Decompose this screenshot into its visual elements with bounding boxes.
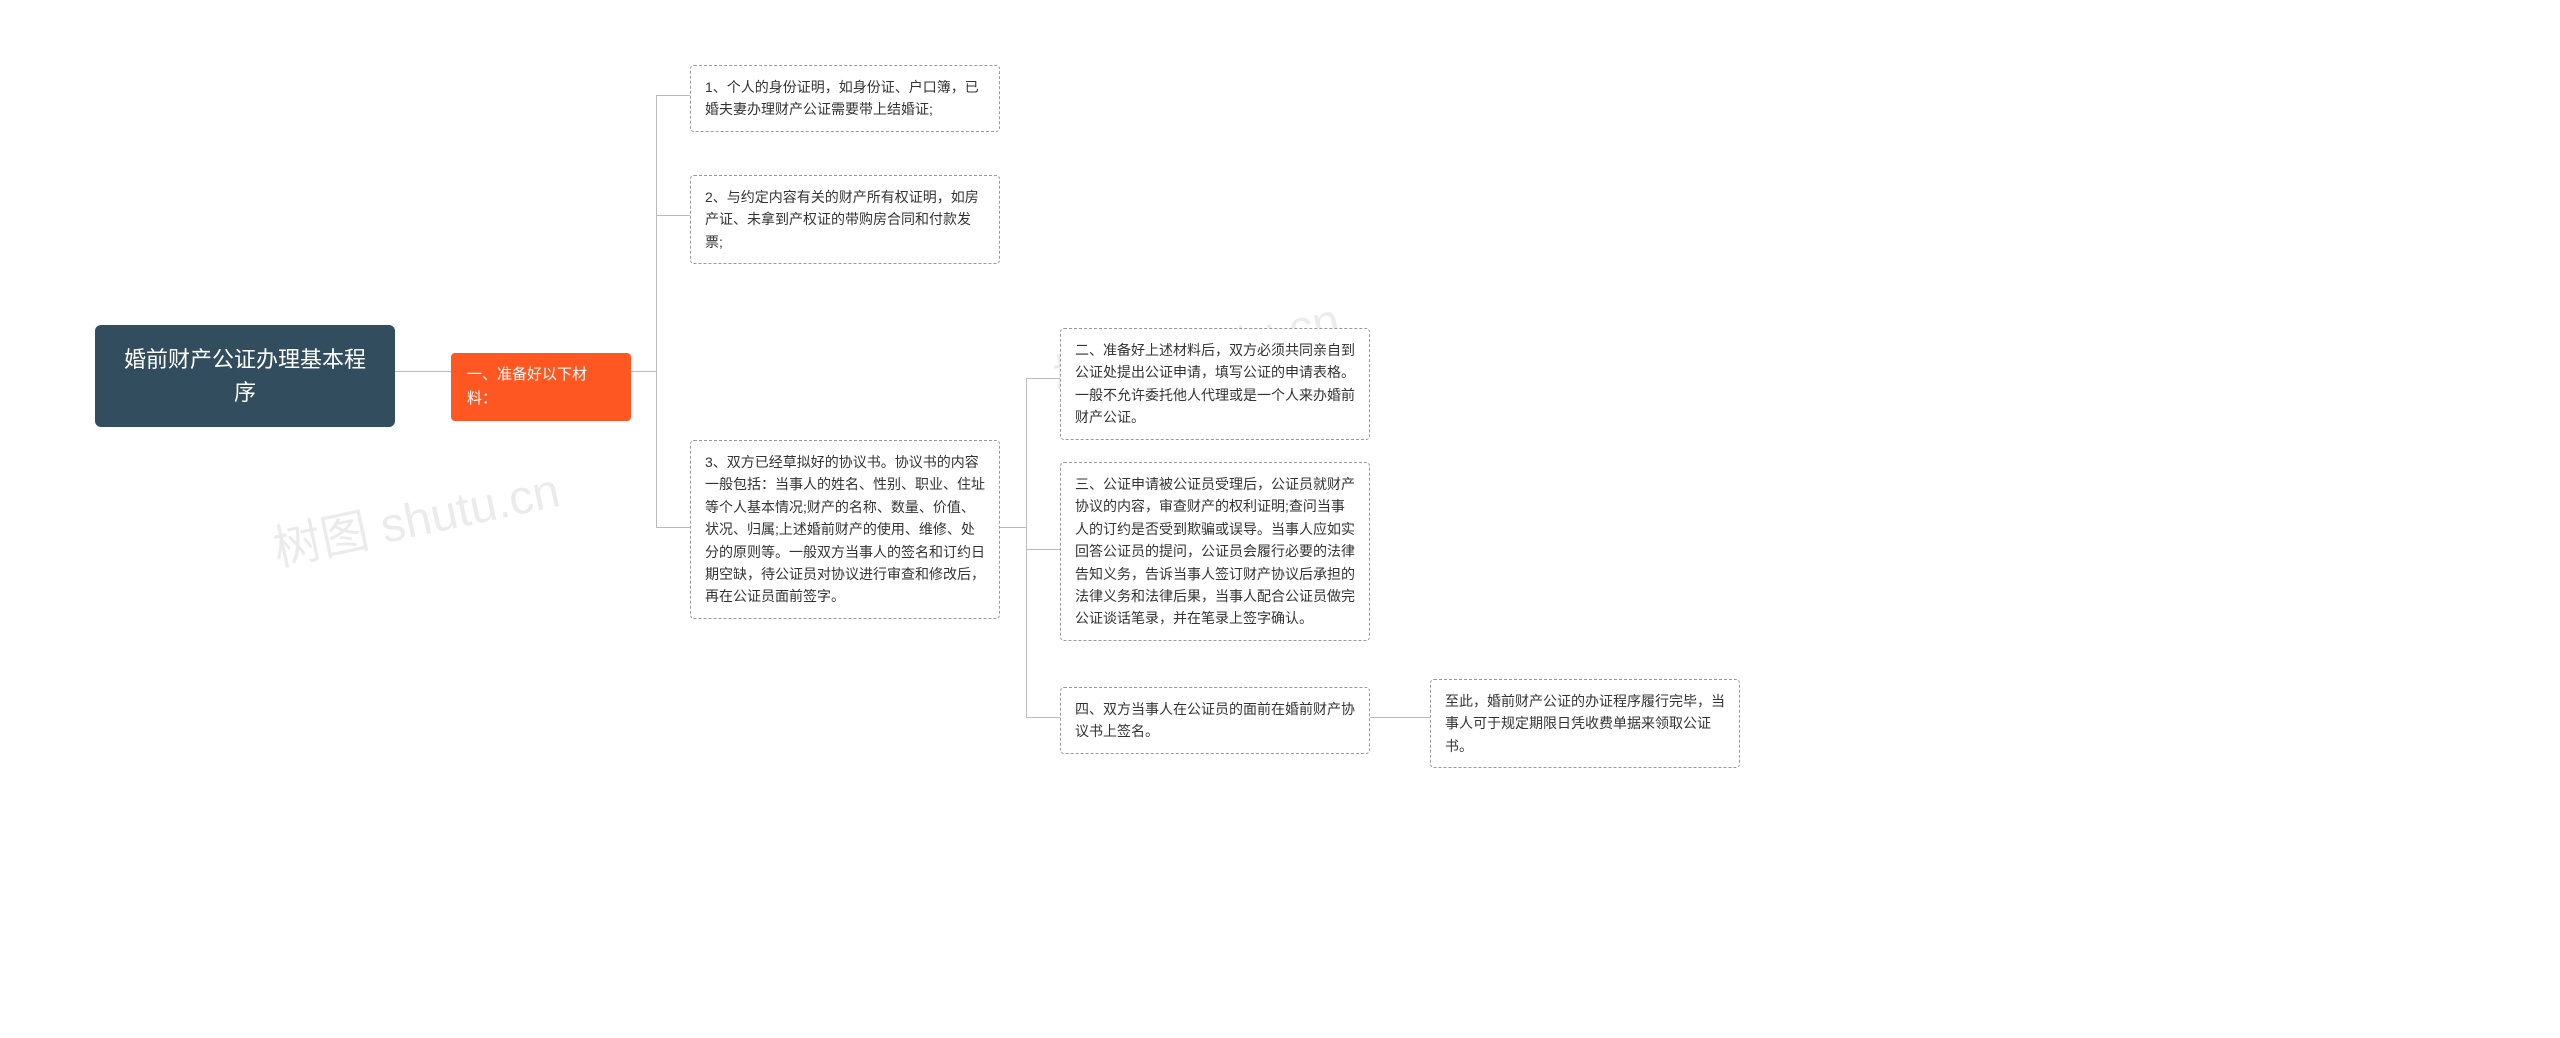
leaf-n6-text: 四、双方当事人在公证员的面前在婚前财产协议书上签名。 (1075, 701, 1355, 739)
leaf-n7: 至此，婚前财产公证的办证程序履行完毕，当事人可于规定期限日凭收费单据来领取公证书… (1430, 679, 1740, 768)
leaf-n1: 1、个人的身份证明，如身份证、户口簿，已婚夫妻办理财产公证需要带上结婚证; (690, 65, 1000, 132)
leaf-n5: 三、公证申请被公证员受理后，公证员就财产协议的内容，审查财产的权利证明;查问当事… (1060, 462, 1370, 641)
leaf-n2-text: 2、与约定内容有关的财产所有权证明，如房产证、未拿到产权证的带购房合同和付款发票… (705, 189, 979, 250)
connector-to-n1 (656, 95, 690, 96)
leaf-n1-text: 1、个人的身份证明，如身份证、户口簿，已婚夫妻办理财产公证需要带上结婚证; (705, 79, 979, 117)
leaf-n3-text: 3、双方已经草拟好的协议书。协议书的内容一般包括：当事人的姓名、性别、职业、住址… (705, 454, 985, 604)
connector-to-n6 (1026, 717, 1060, 718)
connector-l1-out (631, 371, 656, 372)
connector-n6-n7 (1370, 717, 1430, 718)
root-text: 婚前财产公证办理基本程 序 (124, 347, 366, 405)
connector-l1-bus (656, 95, 657, 528)
leaf-n6: 四、双方当事人在公证员的面前在婚前财产协议书上签名。 (1060, 687, 1370, 754)
connector-to-n5 (1026, 549, 1060, 550)
connector-to-n4 (1026, 378, 1060, 379)
connector-root-l1 (395, 371, 451, 372)
leaf-n3: 3、双方已经草拟好的协议书。协议书的内容一般包括：当事人的姓名、性别、职业、住址… (690, 440, 1000, 619)
leaf-n4: 二、准备好上述材料后，双方必须共同亲自到公证处提出公证申请，填写公证的申请表格。… (1060, 328, 1370, 440)
connector-to-n3 (656, 527, 690, 528)
connector-n3-out (1000, 527, 1026, 528)
connector-to-n2 (656, 215, 690, 216)
leaf-n5-text: 三、公证申请被公证员受理后，公证员就财产协议的内容，审查财产的权利证明;查问当事… (1075, 476, 1355, 626)
root-node: 婚前财产公证办理基本程 序 (95, 325, 395, 427)
level1-text: 一、准备好以下材料： (467, 366, 587, 407)
leaf-n7-text: 至此，婚前财产公证的办证程序履行完毕，当事人可于规定期限日凭收费单据来领取公证书… (1445, 693, 1725, 754)
connector-n3-bus (1026, 378, 1027, 717)
leaf-n2: 2、与约定内容有关的财产所有权证明，如房产证、未拿到产权证的带购房合同和付款发票… (690, 175, 1000, 264)
leaf-n4-text: 二、准备好上述材料后，双方必须共同亲自到公证处提出公证申请，填写公证的申请表格。… (1075, 342, 1355, 425)
level1-node: 一、准备好以下材料： (451, 353, 631, 421)
watermark-1: 树图 shutu.cn (266, 451, 565, 580)
